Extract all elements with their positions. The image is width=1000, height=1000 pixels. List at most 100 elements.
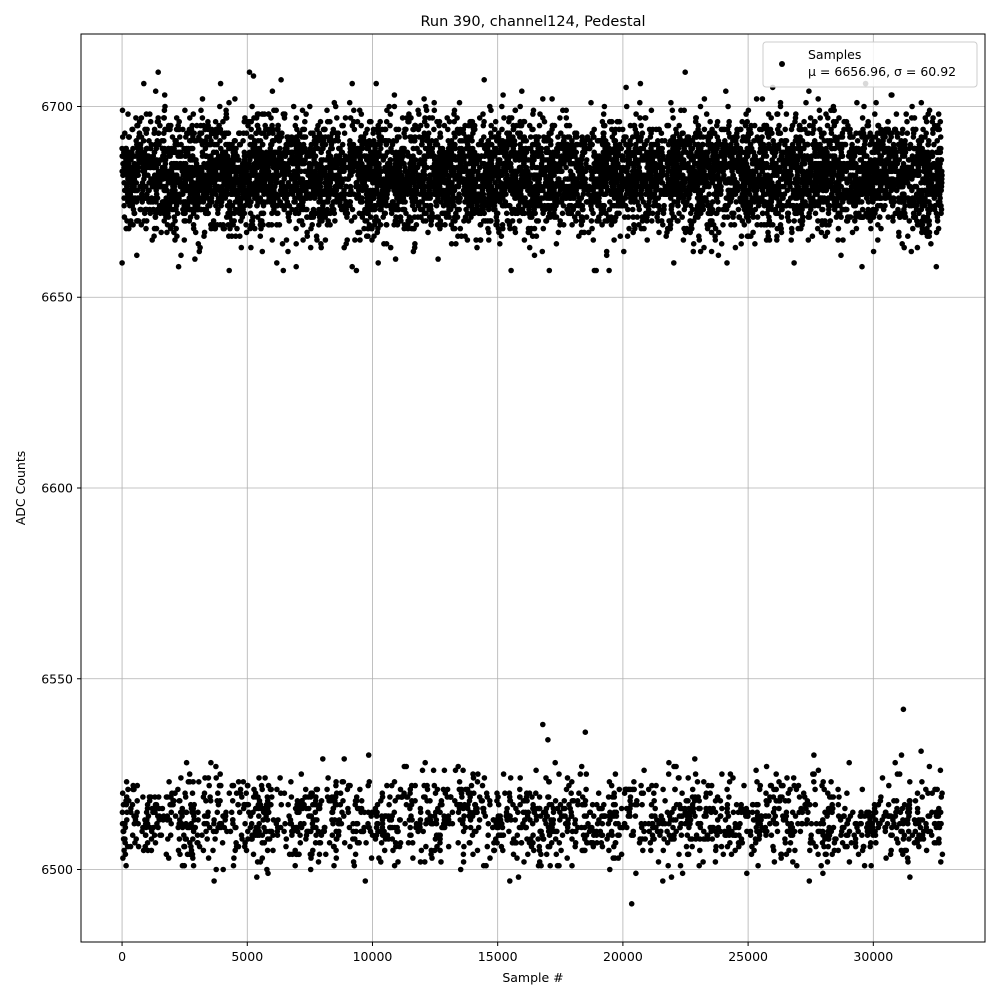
- data-point: [745, 107, 752, 114]
- data-point: [759, 96, 766, 102]
- data-point: [859, 206, 866, 213]
- data-point: [680, 237, 687, 243]
- data-point: [451, 107, 458, 114]
- data-point: [642, 115, 648, 121]
- data-point: [134, 252, 140, 259]
- data-point: [517, 103, 523, 110]
- data-point: [815, 218, 821, 224]
- data-point: [175, 263, 182, 270]
- data-point: [718, 241, 725, 247]
- data-point: [934, 218, 941, 224]
- data-point: [938, 206, 945, 213]
- data-point: [359, 199, 365, 205]
- data-point: [199, 115, 206, 121]
- data-point: [334, 115, 340, 121]
- data-point: [342, 115, 349, 121]
- data-point: [681, 107, 687, 114]
- data-point: [629, 206, 636, 213]
- data-point: [809, 233, 816, 239]
- data-point: [375, 126, 381, 133]
- data-point: [885, 214, 891, 220]
- data-point: [703, 111, 710, 117]
- data-point: [269, 237, 276, 243]
- data-point: [535, 218, 542, 224]
- data-point: [500, 202, 507, 209]
- data-point: [322, 237, 329, 243]
- data-point: [835, 210, 841, 217]
- data-point: [474, 244, 480, 251]
- data-point: [774, 126, 781, 133]
- data-point: [820, 206, 826, 213]
- data-point: [285, 248, 291, 255]
- data-point: [624, 233, 631, 239]
- data-point: [937, 118, 944, 125]
- data-point: [835, 237, 841, 243]
- data-point: [141, 80, 147, 87]
- data-point: [673, 126, 679, 133]
- data-point: [639, 130, 646, 136]
- data-point: [226, 267, 232, 274]
- data-point: [588, 218, 595, 224]
- data-point: [805, 237, 812, 243]
- data-point: [347, 115, 354, 121]
- data-point: [381, 241, 387, 247]
- data-point: [259, 248, 266, 255]
- data-point: [446, 118, 453, 125]
- data-point: [800, 214, 806, 220]
- data-point: [279, 241, 286, 247]
- data-point: [793, 111, 799, 117]
- data-point: [583, 214, 590, 220]
- data-point: [670, 115, 676, 121]
- data-point: [666, 218, 672, 224]
- data-point: [806, 88, 812, 94]
- data-point: [508, 267, 514, 274]
- data-point: [910, 225, 916, 232]
- data-point: [257, 233, 264, 239]
- data-point: [659, 138, 665, 144]
- data-point: [617, 233, 624, 239]
- data-point: [374, 183, 381, 190]
- data-point: [298, 218, 305, 224]
- data-point: [187, 206, 194, 213]
- data-point: [914, 244, 921, 251]
- data-point: [782, 126, 788, 133]
- data-point: [125, 134, 132, 140]
- data-point: [254, 202, 260, 209]
- data-point: [247, 202, 253, 209]
- data-point: [527, 134, 534, 140]
- data-point: [217, 222, 224, 228]
- data-point: [904, 130, 911, 136]
- data-point: [480, 111, 486, 117]
- data-point: [872, 145, 878, 152]
- data-point: [726, 130, 732, 136]
- data-point: [461, 218, 467, 224]
- data-point: [838, 252, 844, 259]
- data-point: [450, 141, 457, 148]
- data-point: [611, 237, 617, 243]
- data-point: [724, 214, 731, 220]
- data-point: [212, 118, 219, 125]
- data-point: [201, 233, 207, 239]
- data-point: [352, 237, 358, 243]
- data-point: [765, 229, 771, 236]
- data-point: [588, 99, 594, 106]
- data-point: [774, 237, 780, 243]
- data-point: [875, 237, 881, 243]
- data-point: [358, 111, 365, 117]
- data-point: [521, 237, 528, 243]
- data-point: [320, 214, 326, 220]
- data-point: [665, 122, 672, 129]
- data-point: [485, 225, 491, 232]
- data-point: [217, 80, 224, 87]
- data-point: [356, 229, 363, 236]
- data-point: [583, 157, 590, 163]
- data-point: [152, 88, 159, 94]
- data-point: [559, 210, 566, 217]
- data-point: [927, 206, 933, 213]
- data-point: [600, 111, 607, 117]
- data-point: [791, 218, 797, 224]
- data-point: [181, 237, 188, 243]
- data-point: [125, 111, 131, 117]
- data-point: [644, 237, 650, 243]
